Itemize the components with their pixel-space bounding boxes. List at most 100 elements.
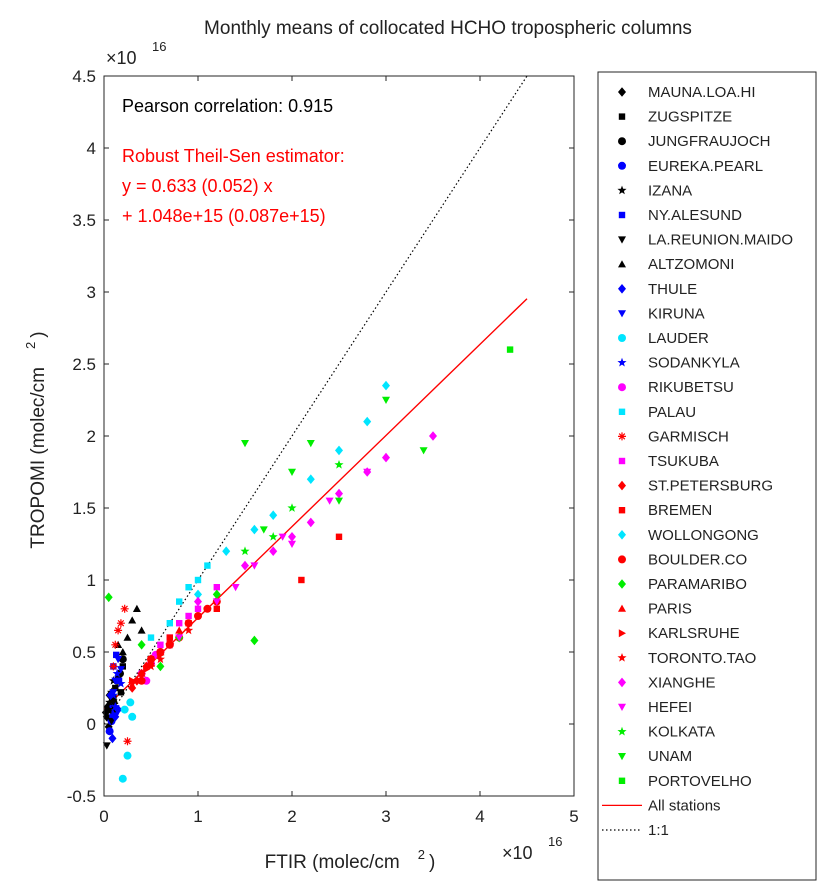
legend-label: THULE	[648, 281, 697, 298]
legend-item-unam: UNAM	[618, 748, 692, 765]
legend-marker	[618, 236, 626, 244]
data-point-kolkata	[287, 503, 297, 512]
data-point-unam	[241, 440, 249, 448]
legend-item-karlsruhe: KARLSRUHE	[618, 625, 740, 642]
data-point-xianghe	[306, 517, 315, 528]
series-palau	[147, 562, 211, 641]
data-point-zugspitze	[117, 689, 125, 696]
y-tick-label: 3.5	[72, 211, 96, 230]
data-points	[101, 346, 514, 783]
data-point-izana	[104, 704, 114, 714]
legend: MAUNA.LOA.HI ZUGSPITZE JUNGFRAUJOCH EUREKA.…	[597, 71, 817, 881]
legend-item-hefei: HEFEI	[618, 699, 692, 716]
fit-line	[103, 298, 528, 710]
data-point-palau	[194, 576, 202, 584]
series-toronto-tao	[127, 625, 194, 688]
series-garmisch	[109, 604, 132, 746]
data-point-wollongong	[250, 524, 259, 535]
legend-label: KARLSRUHE	[648, 625, 740, 642]
data-point-paramaribo	[250, 635, 259, 646]
data-point-la-reunion-maido	[107, 717, 116, 726]
legend-marker	[618, 211, 626, 219]
legend-item-zugspitze: ZUGSPITZE	[618, 109, 732, 126]
data-point-kolkata	[334, 460, 344, 469]
legend-label: PALAU	[648, 404, 696, 421]
data-point-lauder	[128, 712, 137, 721]
data-point-boulder-co	[203, 604, 212, 613]
data-point-xianghe	[269, 546, 278, 556]
data-point-unam	[419, 447, 428, 455]
data-point-altzomoni	[128, 616, 137, 624]
legend-marker	[618, 507, 626, 514]
legend-label: HEFEI	[648, 699, 692, 716]
x-multiplier: ×10 16	[502, 834, 562, 863]
legend-label: 1:1	[648, 822, 669, 839]
legend-label: TSUKUBA	[648, 453, 719, 470]
series-wollongong	[194, 380, 390, 600]
data-point-unam	[335, 497, 343, 505]
data-point-paris	[137, 669, 146, 677]
data-point-garmisch	[116, 619, 125, 628]
data-point-zugspitze	[112, 684, 119, 692]
data-point-mauna-loa-hi	[104, 722, 113, 732]
data-point-kiruna	[111, 677, 120, 685]
legend-item-thule: THULE	[618, 281, 697, 298]
y-tick-label: 1.5	[72, 499, 96, 518]
data-point-lauder	[118, 774, 127, 783]
data-point-kolkata	[268, 532, 278, 541]
legend-label: All stations	[648, 797, 721, 814]
data-point-palau	[185, 584, 192, 591]
y-axis-ticks: -0.5 0 0.5 1 1.5 2 2.5 3 3.5 4 4.5	[67, 67, 574, 806]
legend-item-sodankyla: SODANKYLA	[617, 355, 740, 372]
data-point-altzomoni	[118, 648, 127, 656]
data-point-tsukuba	[185, 612, 192, 620]
data-point-portovelho	[506, 346, 514, 353]
y-tick-label: 1	[87, 571, 96, 590]
legend-item-bremen: BREMEN	[618, 502, 712, 519]
legend-item-all-stations: All stations	[602, 797, 721, 814]
x-tick-label: 5	[569, 807, 578, 826]
legend-label: UNAM	[648, 748, 692, 765]
data-point-sodankyla	[108, 690, 118, 700]
data-point-paramaribo	[137, 640, 146, 650]
data-point-unam	[306, 440, 315, 448]
legend-label: IZANA	[648, 182, 692, 199]
data-point-izana	[105, 697, 115, 707]
data-point-hefei	[288, 540, 296, 548]
legend-label: EUREKA.PEARL	[648, 158, 763, 175]
y-axis-label-text: TROPOMI (molec/cm 2)	[23, 331, 49, 548]
legend-label: XIANGHE	[648, 674, 716, 691]
x-tick-label: 1	[193, 807, 202, 826]
series-kolkata	[240, 460, 344, 556]
legend-label: BOULDER.CO	[648, 551, 747, 568]
data-point-ny-alesund	[113, 651, 120, 659]
legend-label: NY.ALESUND	[648, 207, 742, 224]
legend-label: JUNGFRAUJOCH	[648, 133, 771, 150]
legend-item-altzomoni: ALTZOMONI	[618, 256, 734, 273]
data-point-karlsruhe	[157, 650, 165, 659]
legend-item-jungfraujoch: JUNGFRAUJOCH	[618, 133, 771, 150]
data-point-kiruna	[116, 666, 125, 674]
data-point-eureka-pearl	[105, 727, 114, 736]
series-lauder	[118, 698, 137, 783]
data-point-altzomoni	[137, 626, 146, 634]
data-point-xianghe	[429, 431, 437, 441]
data-point-xianghe	[382, 452, 390, 463]
data-point-wollongong	[382, 380, 390, 391]
y-tick-label: 0.5	[72, 643, 96, 662]
data-point-lauder	[123, 751, 132, 760]
data-point-wollongong	[222, 546, 231, 556]
pearson-annotation: Pearson correlation: 0.915	[122, 96, 333, 116]
legend-marker	[618, 703, 626, 711]
legend-item-tsukuba: TSUKUBA	[618, 453, 719, 470]
legend-label: PARIS	[648, 601, 692, 618]
legend-item-portovelho: PORTOVELHO	[618, 773, 752, 790]
data-point-paramaribo	[156, 661, 165, 672]
plot-area	[101, 75, 575, 797]
data-point-thule	[111, 712, 120, 722]
data-point-la-reunion-maido	[102, 742, 111, 750]
data-point-boulder-co	[184, 619, 193, 628]
x-tick-label: 0	[99, 807, 108, 826]
identity-line	[103, 75, 528, 725]
legend-marker	[618, 555, 626, 564]
